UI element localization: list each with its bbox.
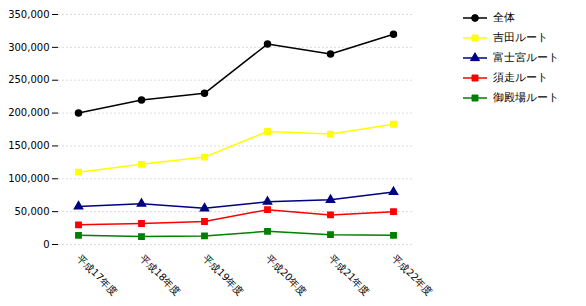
html-text:須走ルート: 須走ルート [493,71,548,84]
svg-text:平成22年度: 平成22年度 [390,252,435,297]
svg-text:平成17年度: 平成17年度 [75,252,120,297]
svg-text:0: 0 [43,239,49,250]
svg-text:200,000: 200,000 [8,107,49,118]
svg-text:250,000: 250,000 [8,74,49,85]
html-text:富士宮ルート: 富士宮ルート [493,51,559,64]
svg-text:平成18年度: 平成18年度 [138,252,183,297]
svg-text:350,000: 350,000 [8,9,49,20]
svg-text:150,000: 150,000 [8,140,49,151]
svg-text:平成21年度: 平成21年度 [327,252,372,297]
svg-text:50,000: 50,000 [15,206,50,217]
svg-text:300,000: 300,000 [8,42,49,53]
html-text:全体: 全体 [493,11,515,24]
svg-text:100,000: 100,000 [8,173,49,184]
html-text:御殿場ルート: 御殿場ルート [493,91,559,104]
html-text:吉田ルート: 吉田ルート [493,31,548,44]
svg-text:平成19年度: 平成19年度 [201,252,246,297]
svg-text:平成20年度: 平成20年度 [264,252,309,297]
